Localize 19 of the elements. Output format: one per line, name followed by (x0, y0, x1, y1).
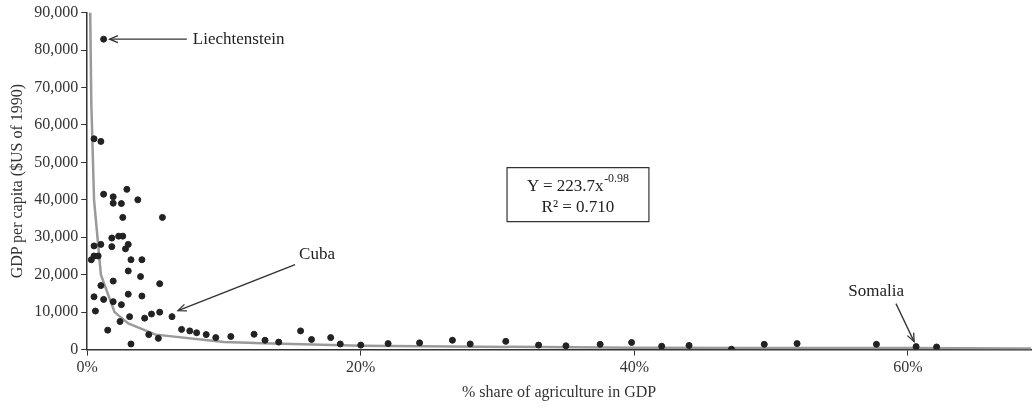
annotation: Somalia (848, 281, 905, 301)
y-tick-label: 30,000 (34, 227, 79, 245)
x-tick-label: 0% (76, 358, 98, 376)
x-tick-label: 40% (619, 358, 649, 376)
y-tick-label: 10,000 (34, 302, 79, 320)
y-tick-label: 70,000 (34, 77, 79, 95)
annotation: Liechtenstein (192, 28, 285, 48)
y-tick-label: 50,000 (34, 152, 79, 170)
annotation: Cuba (299, 244, 336, 264)
y-tick-label: 90,000 (34, 2, 79, 20)
y-tick-label: 20,000 (34, 264, 79, 282)
y-tick-label: 60,000 (34, 115, 79, 133)
y-axis-title: GDP per capita ($US of 1990) (7, 83, 26, 279)
y-tick-label: 0 (70, 339, 79, 357)
x-tick-label: 20% (346, 358, 376, 376)
y-tick-label: 40,000 (34, 190, 79, 208)
x-tick-label: 60% (893, 358, 923, 376)
x-axis-title: % share of agriculture in GDP (462, 382, 657, 401)
y-tick-label: 80,000 (34, 40, 79, 58)
